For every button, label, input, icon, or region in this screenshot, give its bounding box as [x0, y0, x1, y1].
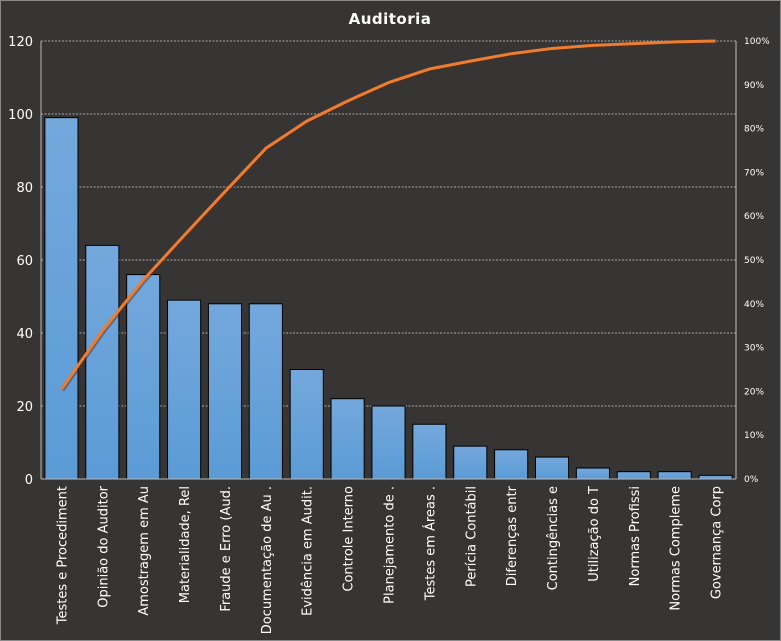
- bar: [126, 274, 161, 480]
- y-tick-label: 0: [25, 473, 33, 488]
- x-tick-label: Utilização do T: [587, 486, 602, 582]
- axes: 0 20 40 60 80 100 120 0% 10% 20% 30% 40% 50% 60% 70% 80…: [8, 35, 770, 634]
- bar: [371, 405, 406, 480]
- y2-tick-label: 60%: [744, 212, 764, 222]
- bars: [44, 117, 733, 480]
- y-tick-label: 80: [16, 181, 33, 196]
- bar: [616, 471, 651, 480]
- y2-tick-label: 70%: [744, 168, 764, 178]
- y2-tick-label: 90%: [744, 81, 764, 91]
- chart-title: Auditoria: [349, 10, 432, 28]
- x-tick-label: Materialidade, Rel: [178, 486, 193, 603]
- bar: [248, 303, 283, 480]
- bar: [207, 303, 243, 480]
- x-tick-label: Fraude e Erro (Aud.: [219, 486, 234, 612]
- x-tick-label: Evidência em Audit.: [301, 486, 316, 616]
- bar: [44, 117, 79, 480]
- x-tick-label: Diferenças entr: [505, 485, 520, 586]
- x-tick-label: Normas Profissi: [628, 486, 643, 586]
- y-tick-label: 120: [8, 35, 33, 50]
- x-tick-label: Planejamento de .: [383, 486, 398, 604]
- x-tick-label: Normas Compleme: [669, 486, 684, 611]
- x-tick-label: Testes e Procediment: [55, 486, 70, 625]
- y2-tick-label: 0%: [744, 475, 759, 485]
- y2-tick-label: 10%: [744, 431, 764, 441]
- bar: [167, 299, 202, 480]
- x-tick-label: Amostragem em Au: [137, 486, 152, 616]
- bar: [85, 244, 120, 480]
- x-tick-label: Controle Interno: [342, 486, 357, 592]
- y2-tick-label: 50%: [744, 256, 764, 266]
- bar: [494, 449, 529, 480]
- y-tick-label: 40: [16, 327, 33, 342]
- bar: [412, 423, 447, 480]
- y-tick-label: 60: [16, 254, 33, 269]
- bar: [575, 467, 610, 480]
- y2-tick-label: 40%: [744, 300, 764, 310]
- bar: [534, 456, 570, 480]
- y2-tick-label: 80%: [744, 125, 764, 135]
- x-tick-label: Contingências e: [546, 486, 561, 590]
- x-tick-label: Perícia Contábil: [464, 486, 479, 587]
- line-shadow: [60, 40, 717, 392]
- bar: [453, 445, 488, 480]
- x-tick-label: Documentação de Au .: [260, 486, 275, 634]
- bar: [330, 398, 365, 480]
- x-tick-label: Opinião do Auditor: [96, 485, 111, 607]
- y-tick-label: 20: [16, 400, 33, 415]
- cumulative-line-path: [60, 39, 716, 391]
- x-tick-label: Governança Corp: [710, 486, 725, 599]
- y2-tick-label: 100%: [744, 37, 770, 47]
- y-tick-label: 100: [8, 108, 33, 123]
- cumulative-line: [60, 39, 717, 392]
- y2-tick-label: 30%: [744, 344, 764, 354]
- bar: [289, 369, 324, 480]
- bar: [698, 474, 733, 480]
- x-tick-label: Testes em Áreas .: [422, 486, 438, 601]
- y2-tick-label: 20%: [744, 387, 764, 397]
- bar: [657, 471, 692, 480]
